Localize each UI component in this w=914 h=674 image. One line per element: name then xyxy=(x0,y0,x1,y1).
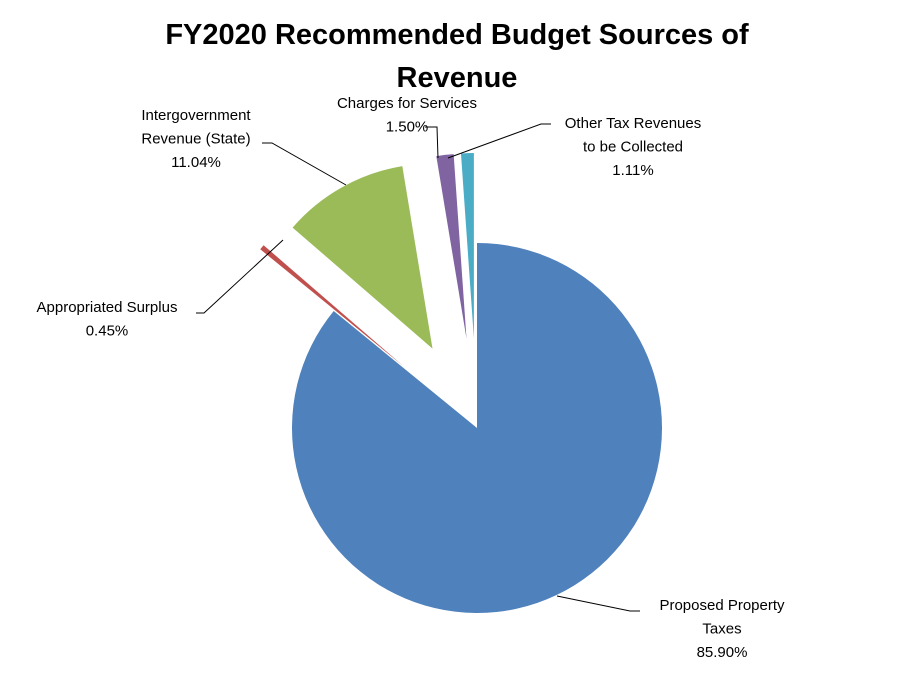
leader-line-2 xyxy=(262,142,347,186)
leader-line-0 xyxy=(556,595,640,612)
data-label-percent: 1.11% xyxy=(612,162,653,179)
data-label-name: Appropriated Surplus xyxy=(37,299,178,316)
data-label-percent: 0.45% xyxy=(86,323,129,340)
chart-title-line-1: FY2020 Recommended Budget Sources of xyxy=(165,19,749,51)
pie-slice-4 xyxy=(460,153,474,339)
data-label-name: Revenue (State) xyxy=(141,131,250,148)
leader-line-1 xyxy=(196,239,284,314)
leader-line-3 xyxy=(425,126,439,159)
data-label-name: to be Collected xyxy=(583,139,683,156)
pie-slice-0 xyxy=(292,243,662,613)
pie-slice-2 xyxy=(292,166,433,349)
data-label-percent: 11.04% xyxy=(171,154,221,171)
data-label-name: Other Tax Revenues xyxy=(565,115,701,132)
chart-title: FY2020 Recommended Budget Sources of Rev… xyxy=(165,19,749,94)
leader-line-4 xyxy=(447,123,551,159)
chart-title-line-2: Revenue xyxy=(397,62,518,94)
pie-slice-1 xyxy=(260,245,404,367)
data-label-name: Taxes xyxy=(702,621,741,638)
data-label-name: Charges for Services xyxy=(337,95,477,112)
data-label-percent: 85.90% xyxy=(697,644,748,661)
data-label-name: Proposed Property xyxy=(659,597,785,614)
data-label-percent: 1.50% xyxy=(386,119,429,136)
pie-slice-3 xyxy=(436,154,467,339)
data-label-name: Intergovernment xyxy=(141,107,251,124)
